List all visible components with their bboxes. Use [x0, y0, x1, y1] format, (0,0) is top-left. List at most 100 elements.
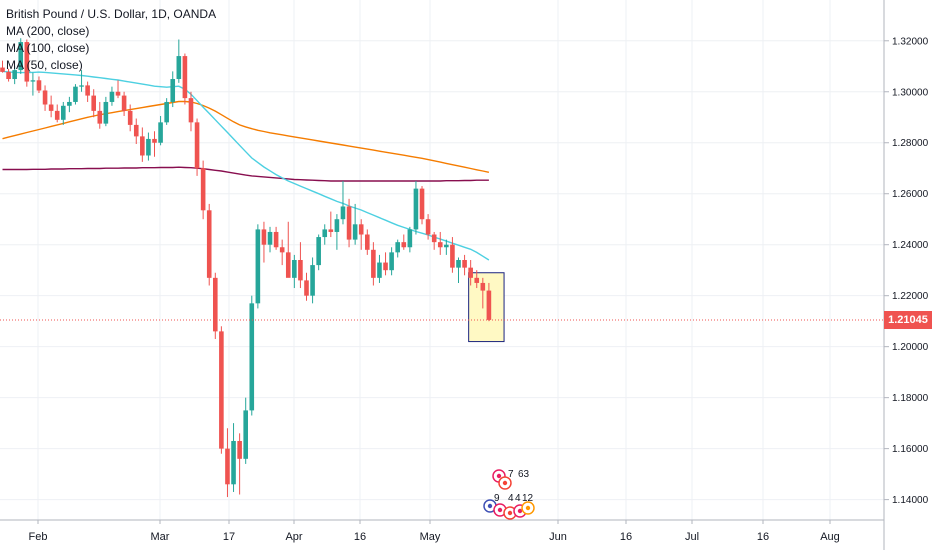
- candle-body: [170, 79, 176, 102]
- candle: [273, 226, 279, 250]
- candle: [249, 295, 255, 416]
- ma100-legend[interactable]: MA (100, close): [6, 41, 90, 55]
- candle-body: [12, 70, 17, 80]
- candle-body: [182, 56, 188, 99]
- candle: [91, 89, 96, 118]
- candle: [54, 104, 60, 123]
- x-tick-label: Feb: [29, 531, 48, 543]
- candle: [267, 226, 273, 253]
- candle-body: [42, 90, 48, 105]
- candle: [480, 277, 486, 309]
- candle-body: [292, 260, 297, 278]
- candle: [164, 98, 169, 125]
- last-price-badge: 1.21045: [884, 311, 932, 330]
- candle-body: [73, 86, 78, 102]
- candle: [36, 76, 42, 94]
- candle: [206, 203, 212, 286]
- candle-body: [383, 262, 388, 271]
- candle-body: [188, 98, 194, 123]
- event-flag-icon-dot: [496, 473, 502, 479]
- y-tick-label: 1.20000: [892, 342, 929, 353]
- x-tick-label: 17: [223, 531, 235, 543]
- candle: [261, 221, 267, 263]
- symbol-title[interactable]: British Pound / U.S. Dollar, 1D, OANDA: [6, 7, 217, 21]
- y-tick-label: 1.18000: [892, 393, 929, 404]
- y-tick-label: 1.16000: [892, 444, 929, 455]
- ma200-line: [2, 166, 489, 182]
- candle: [42, 85, 48, 111]
- candle: [365, 229, 370, 255]
- candle: [437, 231, 443, 255]
- event-count: 7: [508, 469, 514, 480]
- x-tick-label: 16: [757, 531, 769, 543]
- candle-body: [486, 290, 492, 320]
- candle: [322, 224, 328, 245]
- candle-body: [322, 229, 328, 238]
- candle: [304, 272, 309, 301]
- candle-body: [0, 67, 5, 72]
- candle: [243, 397, 248, 464]
- candle: [225, 428, 230, 498]
- candle-body: [401, 242, 407, 248]
- candle: [431, 231, 437, 250]
- candle: [152, 131, 157, 157]
- candle: [395, 239, 400, 258]
- candle-body: [365, 234, 370, 250]
- candle: [383, 252, 388, 276]
- candle: [103, 96, 109, 127]
- candle: [352, 203, 358, 245]
- candle: [12, 66, 17, 85]
- candle-body: [395, 242, 400, 253]
- candle-body: [249, 303, 255, 411]
- candle-body: [103, 101, 109, 124]
- ma100-line: [2, 100, 490, 173]
- candle-body: [243, 410, 248, 459]
- candle-body: [6, 71, 11, 80]
- ma200-legend[interactable]: MA (200, close): [6, 24, 90, 38]
- candle: [419, 186, 425, 225]
- event-count: 63: [518, 469, 530, 480]
- x-tick-label: Apr: [285, 531, 302, 543]
- candle: [85, 81, 90, 102]
- x-tick-label: 16: [354, 531, 366, 543]
- candle-body: [85, 85, 90, 96]
- candle-body: [231, 440, 236, 485]
- candle: [292, 254, 297, 289]
- x-tick-label: Mar: [151, 531, 170, 543]
- candle: [389, 247, 394, 276]
- candle-body: [133, 124, 139, 137]
- candle: [316, 234, 321, 271]
- candle: [310, 257, 315, 304]
- candle-body: [213, 277, 218, 332]
- candle-body: [158, 122, 163, 143]
- candle: [146, 132, 151, 161]
- candle: [401, 234, 407, 250]
- candle: [468, 260, 473, 286]
- y-tick-label: 1.22000: [892, 291, 929, 302]
- candle: [237, 433, 242, 495]
- candle: [371, 242, 376, 286]
- candle: [413, 180, 419, 235]
- candle-body: [462, 260, 467, 268]
- candle-body: [304, 280, 309, 296]
- ma50-legend[interactable]: MA (50, close): [6, 58, 83, 72]
- candle-body: [176, 56, 182, 80]
- candle: [97, 101, 103, 129]
- candle: [200, 160, 206, 220]
- candle-body: [97, 110, 103, 124]
- candle-body: [474, 277, 480, 283]
- candle: [231, 423, 236, 492]
- candle-body: [109, 91, 115, 102]
- candle-body: [91, 95, 96, 111]
- candle-body: [261, 229, 267, 245]
- candle-body: [431, 234, 437, 243]
- candle-body: [425, 219, 431, 235]
- candle-body: [237, 440, 242, 459]
- x-tick-label: Jun: [549, 531, 567, 543]
- candle: [456, 257, 461, 283]
- candle-body: [219, 331, 224, 449]
- candle: [115, 80, 121, 99]
- candle-body: [407, 229, 413, 248]
- y-tick-label: 1.14000: [892, 495, 929, 506]
